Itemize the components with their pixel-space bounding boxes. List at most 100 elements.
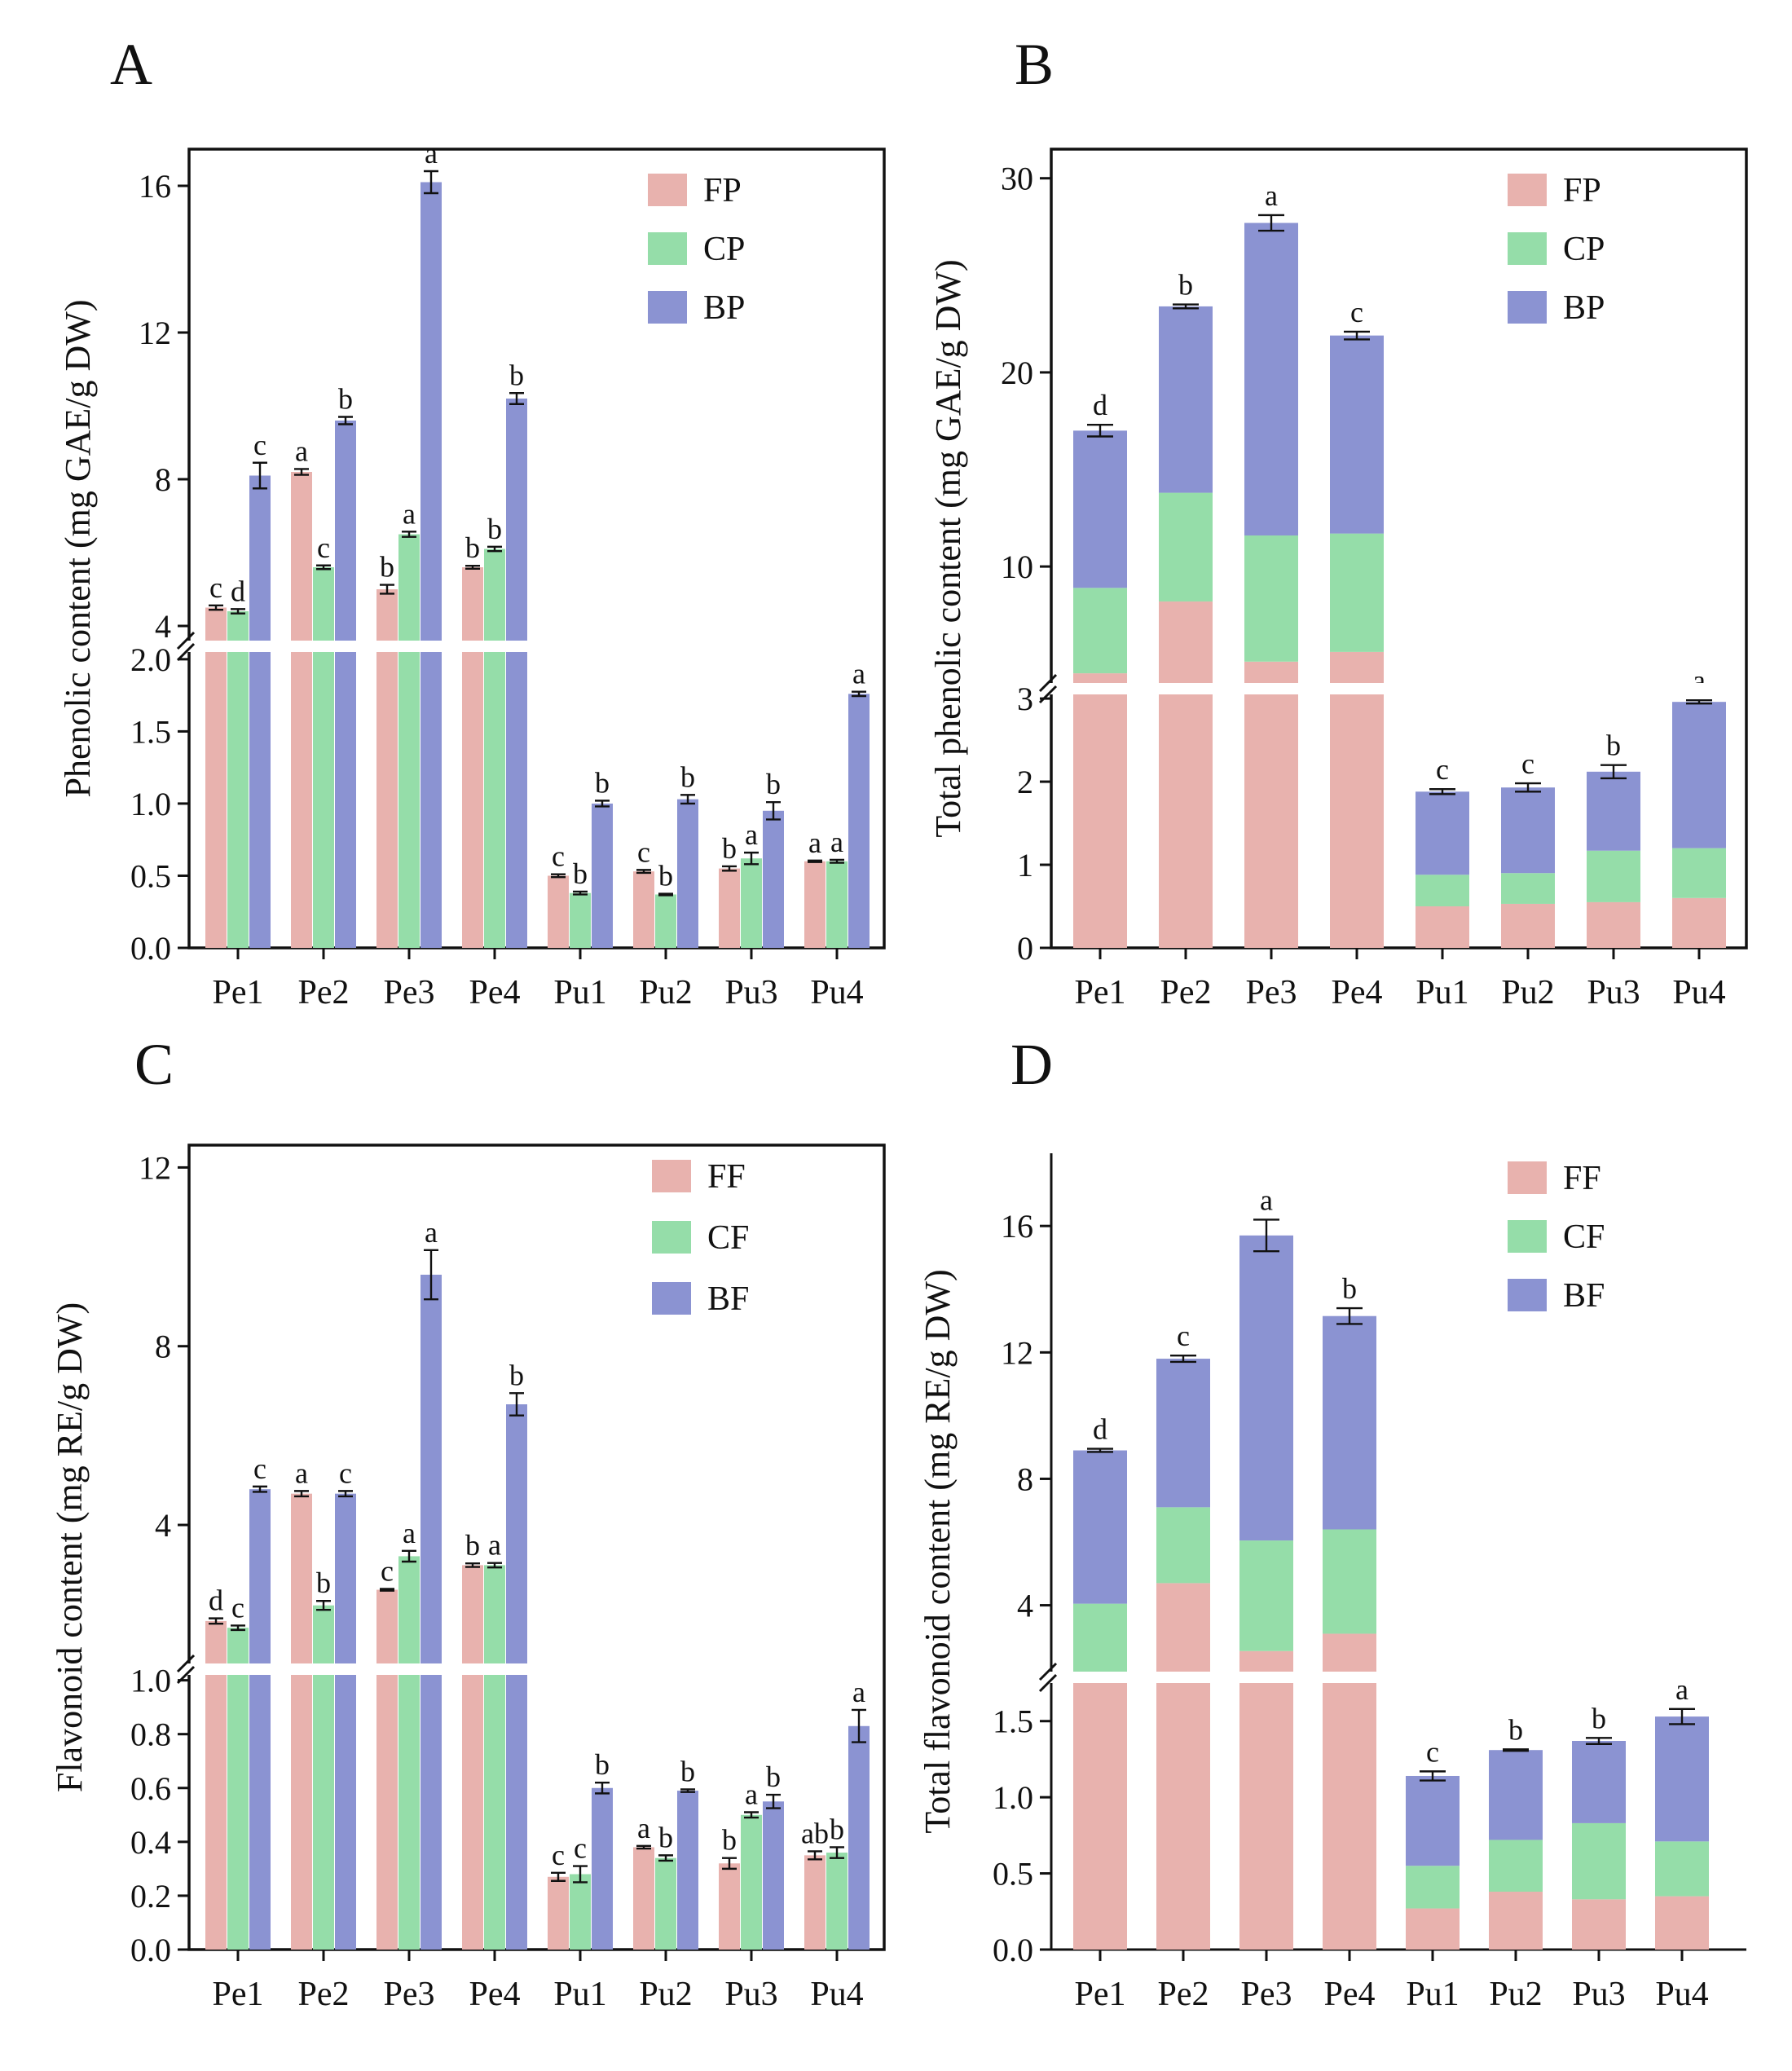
bar-CF: [741, 1814, 762, 1950]
stack-segment-FP: [1159, 601, 1213, 948]
significance-letter: a: [425, 1216, 438, 1249]
significance-letter: b: [1342, 1272, 1357, 1305]
stack-segment-BF: [1323, 1315, 1376, 1530]
stack-segment-CF: [1073, 1603, 1127, 1673]
y-tick-label: 0.0: [130, 1932, 171, 1968]
stack-segment-FF: [1489, 1891, 1543, 1950]
legend-swatch-FP: [648, 174, 687, 206]
significance-letter: c: [231, 1591, 244, 1624]
significance-letter: d: [1093, 1413, 1107, 1446]
bar-FF: [548, 1876, 569, 1950]
stack-segment-BF: [1655, 1716, 1709, 1842]
y-tick-label: 1: [1017, 847, 1033, 883]
bar-CF: [570, 1874, 591, 1950]
x-tick-label: Pe4: [469, 974, 521, 1011]
significance-letter: c: [574, 1832, 587, 1865]
y-tick-label: 20: [1001, 355, 1033, 391]
x-tick-label: Pe2: [298, 1976, 350, 2013]
significance-letter: c: [1177, 1320, 1190, 1352]
bar-BF: [335, 1493, 356, 1950]
legend-swatch-BF: [1508, 1279, 1547, 1311]
x-tick-label: Pe4: [469, 1976, 521, 2013]
stack-segment-BF: [1239, 1235, 1293, 1541]
bar-BP: [420, 182, 442, 948]
stack-segment-FF: [1655, 1896, 1709, 1950]
bar-BF: [249, 1489, 271, 1950]
y-tick-label: 2: [1017, 764, 1033, 800]
legend-swatch-CP: [1508, 232, 1547, 265]
x-tick-label: Pu1: [553, 974, 606, 1011]
bar-FP: [291, 472, 312, 948]
stack-segment-BF: [1073, 1450, 1127, 1604]
x-tick-label: Pe3: [384, 1976, 435, 2013]
stack-segment-FP: [1244, 661, 1298, 948]
significance-letter: b: [595, 1748, 610, 1781]
significance-letter: b: [509, 1359, 524, 1391]
legend-label: FF: [1563, 1160, 1601, 1197]
y-tick-label: 0.0: [130, 930, 171, 967]
y-tick-label: 8: [155, 1329, 171, 1365]
significance-letter: c: [209, 571, 222, 604]
x-tick-label: Pe1: [213, 1976, 264, 2013]
legend-label: CP: [703, 231, 745, 268]
bar-FP: [633, 871, 654, 948]
legend-swatch-FF: [652, 1160, 691, 1192]
y-tick-label: 0.8: [130, 1716, 171, 1753]
bar-BF: [848, 1725, 870, 1950]
bar-FF: [719, 1863, 740, 1950]
legend-label: FP: [1563, 172, 1601, 209]
legend-label: FP: [703, 172, 742, 209]
y-axis-label: Total flavonoid content (mg RE/g DW): [918, 1269, 958, 1833]
stack-segment-FP: [1587, 901, 1640, 948]
stack-segment-FF: [1073, 1672, 1127, 1950]
significance-letter: b: [1592, 1702, 1606, 1734]
bar-BP: [506, 399, 527, 948]
significance-letter: a: [830, 826, 843, 858]
bar-FP: [462, 567, 483, 948]
stack-segment-CP: [1672, 848, 1726, 898]
x-tick-label: Pu3: [724, 1976, 777, 2013]
axis-break-mark: [176, 631, 196, 650]
bar-FF: [804, 1855, 826, 1950]
significance-letter: b: [465, 531, 480, 564]
bar-CP: [398, 534, 420, 948]
stack-segment-CF: [1323, 1529, 1376, 1634]
plot-frame: [187, 1143, 886, 1951]
significance-letter: a: [1260, 1183, 1273, 1216]
stack-segment-CF: [1572, 1822, 1626, 1900]
stack-segment-BP: [1501, 787, 1555, 874]
significance-letter: b: [487, 513, 502, 545]
stack-segment-FP: [1073, 673, 1127, 948]
significance-letter: c: [381, 1554, 394, 1587]
significance-letter: b: [1178, 269, 1193, 302]
significance-letter: a: [295, 434, 308, 467]
bar-BP: [592, 803, 613, 948]
x-tick-label: Pe3: [384, 974, 435, 1011]
bar-CP: [741, 858, 762, 948]
x-tick-label: Pe1: [213, 974, 264, 1011]
legend-swatch-FP: [1508, 174, 1547, 206]
axis-break-gap: [1054, 1672, 1744, 1683]
significance-letter: b: [380, 551, 394, 584]
y-axis-label: Flavonoid content (mg RE/g DW): [50, 1302, 90, 1792]
axis-break-mark: [176, 642, 196, 662]
stack-segment-BP: [1330, 335, 1384, 534]
x-tick-label: Pu3: [1572, 1976, 1625, 2013]
y-tick-label: 0.4: [130, 1824, 171, 1861]
legend-label: CF: [707, 1219, 749, 1257]
y-tick-label: 1.0: [130, 1663, 171, 1699]
x-tick-label: Pe4: [1332, 974, 1383, 1011]
significance-letter: a: [808, 826, 821, 859]
y-tick-label: 4: [155, 1507, 171, 1544]
bar-FF: [633, 1847, 654, 1950]
legend-swatch-FF: [1508, 1161, 1547, 1194]
y-tick-label: 1.0: [130, 786, 171, 822]
bar-BF: [420, 1275, 442, 1950]
stack-segment-BP: [1672, 702, 1726, 848]
y-tick-label: 1.5: [130, 713, 171, 750]
significance-letter: a: [852, 1676, 865, 1708]
y-tick-label: 1.0: [993, 1779, 1033, 1816]
bar-FF: [376, 1589, 398, 1950]
